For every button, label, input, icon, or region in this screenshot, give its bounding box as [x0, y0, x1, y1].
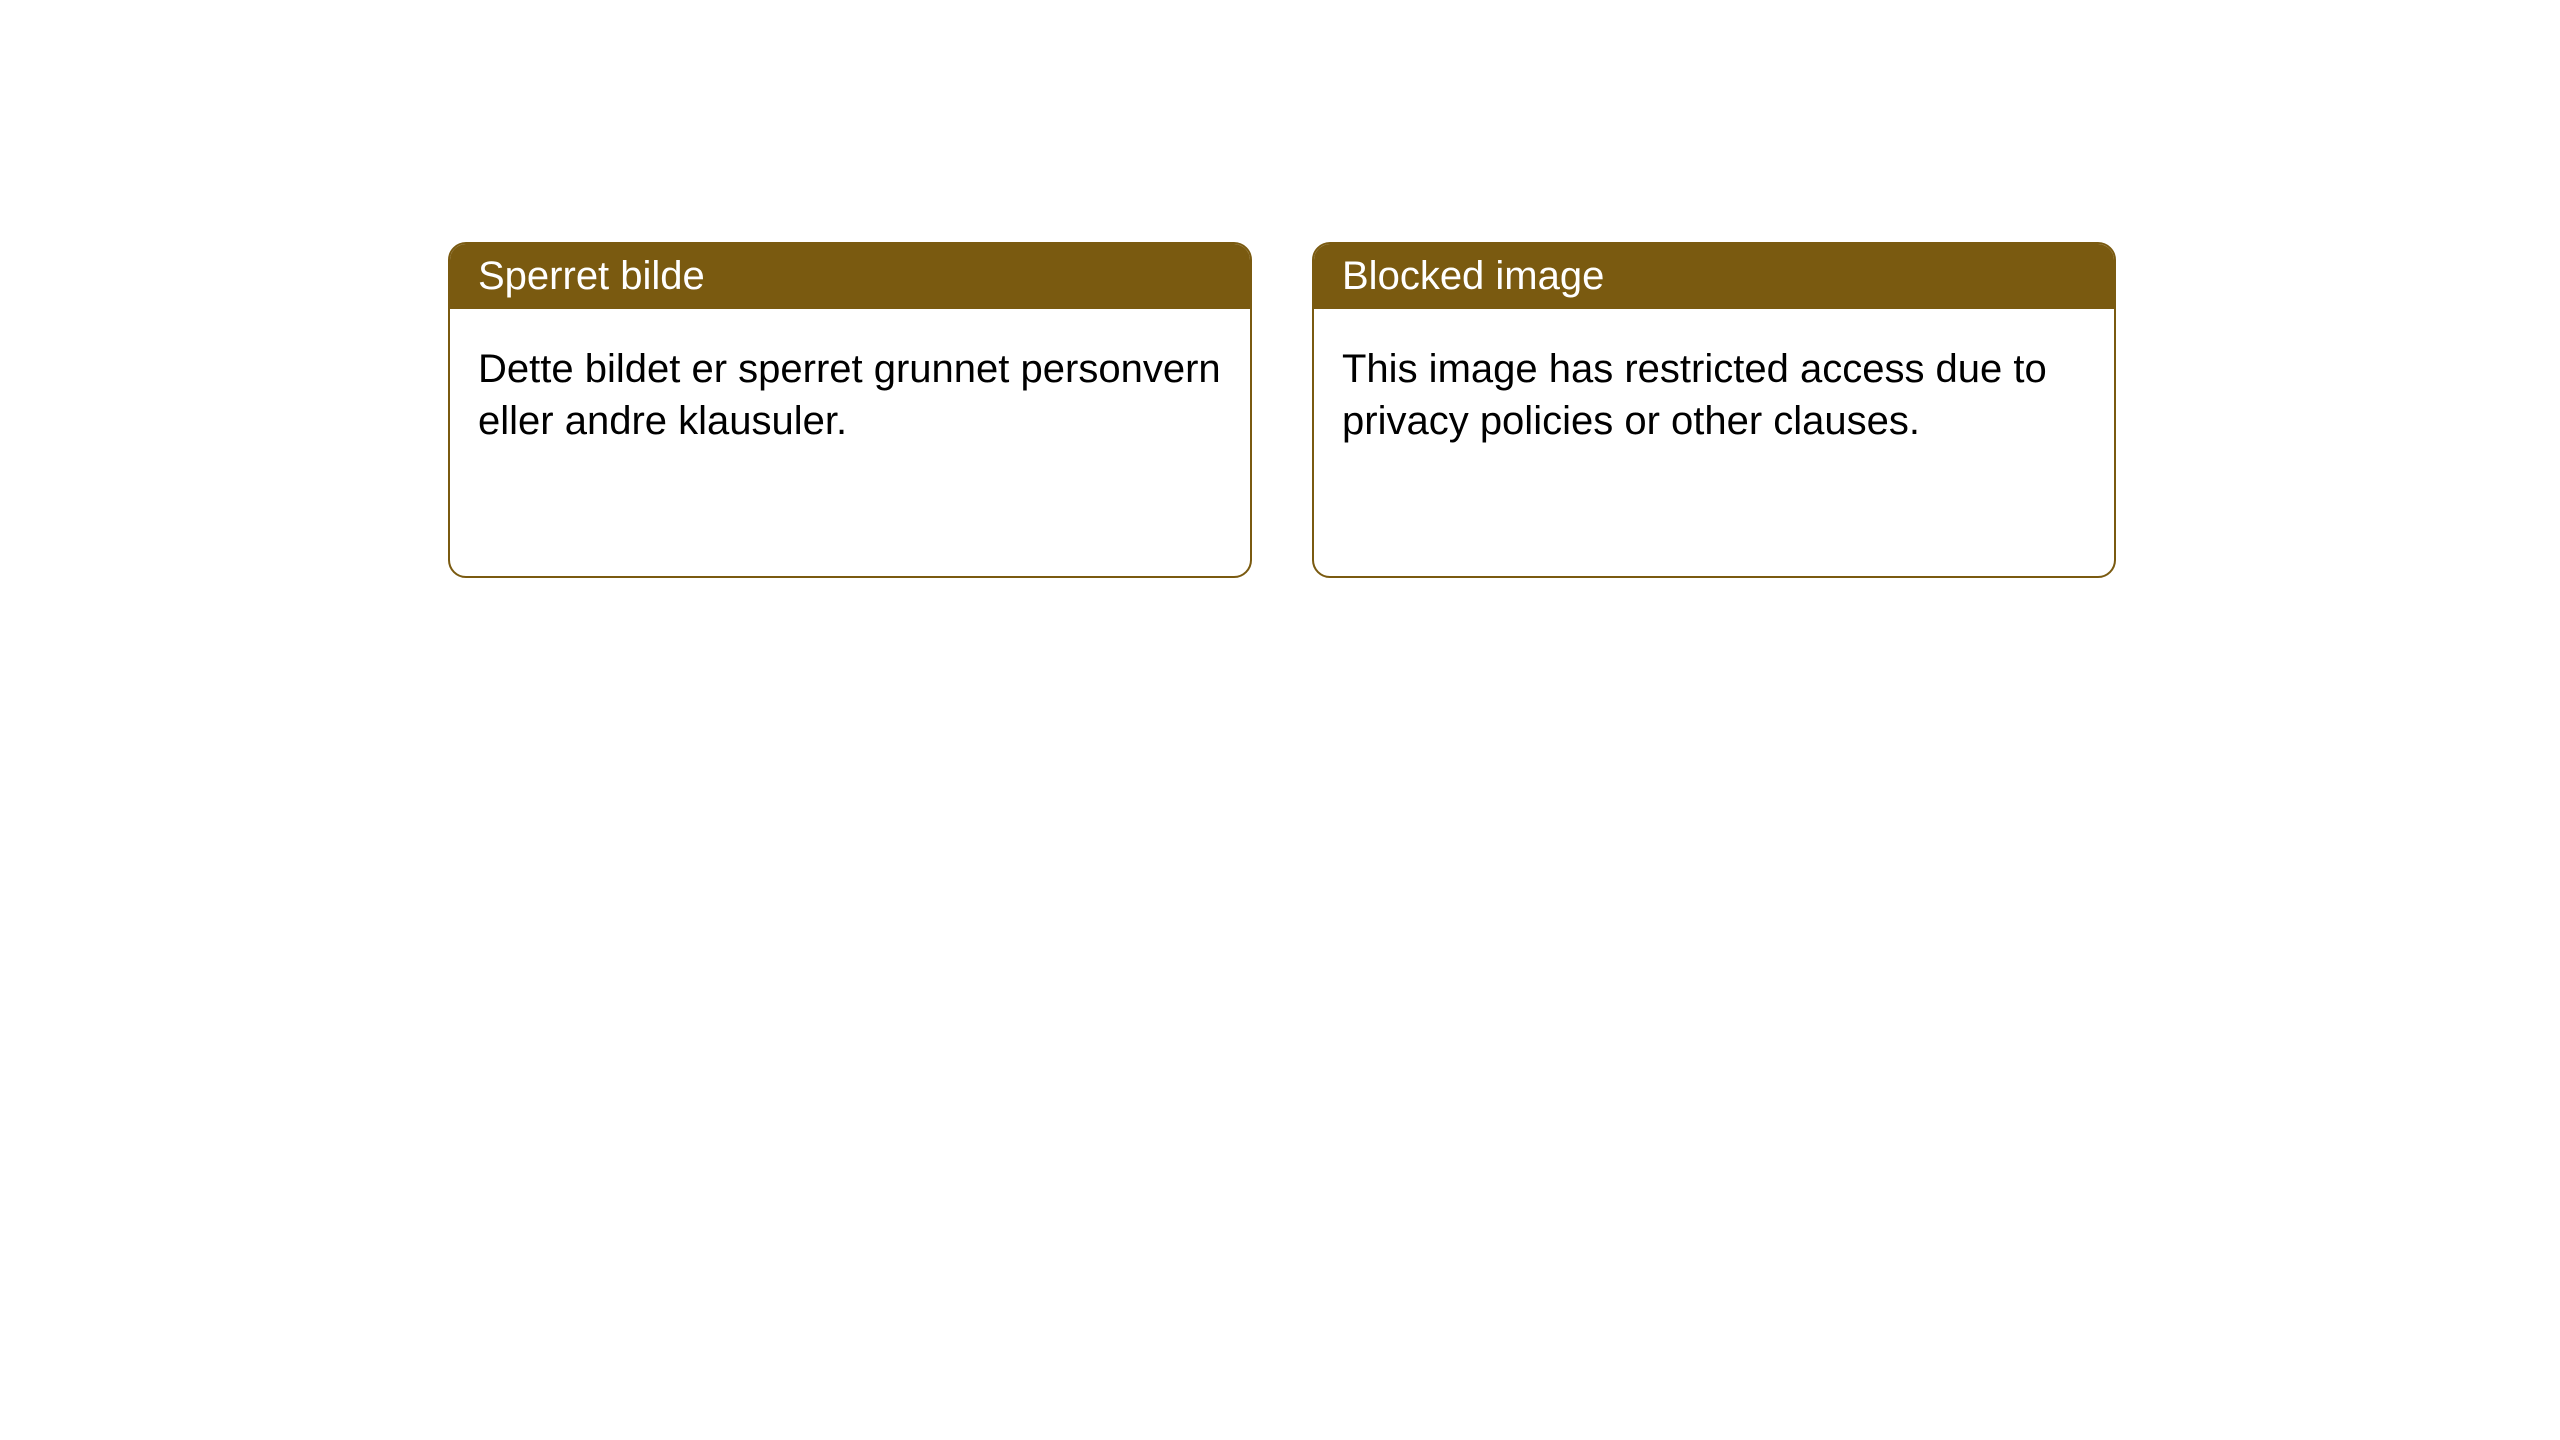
- card-header-english: Blocked image: [1314, 244, 2114, 309]
- card-english: Blocked image This image has restricted …: [1312, 242, 2116, 578]
- card-header-title: Sperret bilde: [478, 254, 705, 298]
- card-header-norwegian: Sperret bilde: [450, 244, 1250, 309]
- card-norwegian: Sperret bilde Dette bildet er sperret gr…: [448, 242, 1252, 578]
- card-body-norwegian: Dette bildet er sperret grunnet personve…: [450, 309, 1250, 481]
- card-body-text: This image has restricted access due to …: [1342, 347, 2047, 443]
- card-header-title: Blocked image: [1342, 254, 1604, 298]
- card-body-text: Dette bildet er sperret grunnet personve…: [478, 347, 1221, 443]
- card-body-english: This image has restricted access due to …: [1314, 309, 2114, 481]
- cards-container: Sperret bilde Dette bildet er sperret gr…: [0, 0, 2560, 578]
